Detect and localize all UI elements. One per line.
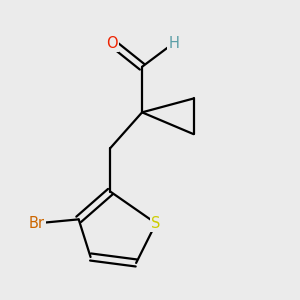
Text: Br: Br	[29, 216, 45, 231]
Text: H: H	[168, 35, 179, 50]
Text: O: O	[106, 35, 118, 50]
Text: S: S	[151, 216, 160, 231]
